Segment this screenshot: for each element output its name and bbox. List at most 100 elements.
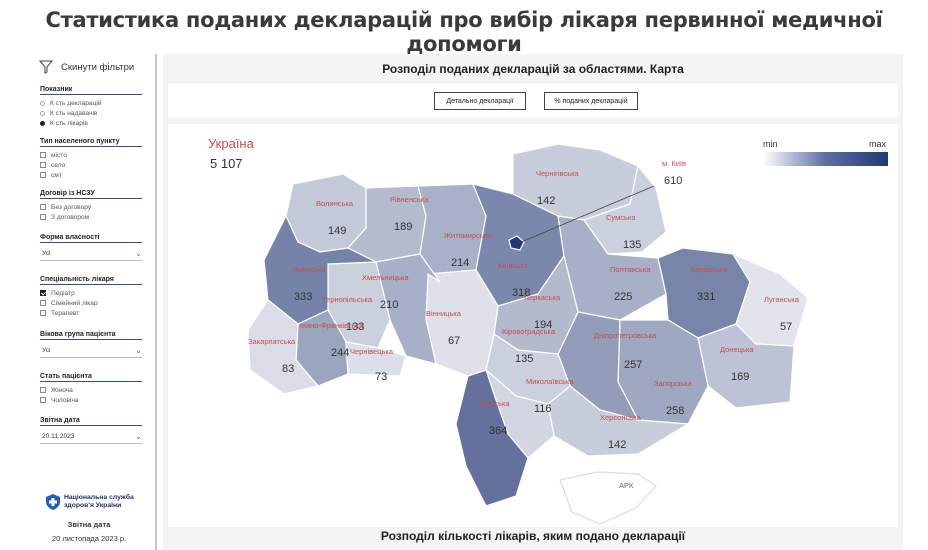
region-0-value-label: 149	[328, 225, 346, 237]
ownership-filter: Форма власності Усі ⌄	[40, 234, 142, 261]
chevron-down-icon: ⌄	[135, 431, 142, 441]
indicator-title: Показник	[40, 86, 142, 95]
percent-declarations-button[interactable]: % поданих декларацій	[544, 92, 638, 110]
region-14-name-label: Миколаївська	[526, 377, 574, 386]
sex-title: Стать пацієнта	[40, 373, 142, 382]
country-label: Україна	[208, 136, 254, 151]
specialty-option-therapist[interactable]: Терапевт	[40, 308, 142, 318]
checkbox-icon	[40, 387, 46, 393]
region-12-value-label: 257	[624, 359, 642, 371]
indicator-option-declarations[interactable]: К сть декларацій	[40, 98, 142, 108]
sex-option-male[interactable]: Чоловіча	[40, 395, 142, 405]
region-20-name-label: Тернопільська	[322, 295, 373, 304]
report-date-filter: Звітна дата 20.11.2023 ⌄	[40, 417, 142, 444]
region-odeska[interactable]	[455, 369, 529, 507]
region-22-name-label: Закарпатська	[248, 337, 296, 346]
view-buttons-row: Детально декларації % поданих декларацій	[168, 83, 898, 118]
reset-filters-label: Скинути фільтри	[61, 61, 135, 73]
region-kyiv-city[interactable]	[508, 235, 525, 251]
specialty-option-pediatrician[interactable]: Педіатр	[40, 288, 142, 298]
age-group-filter: Вікова група пацієнта Усі ⌄	[40, 331, 142, 358]
detail-declarations-button[interactable]: Детально декларації	[434, 92, 526, 110]
region-14-value-label: 116	[534, 403, 552, 415]
region-volynska[interactable]	[285, 173, 367, 253]
region-22-value-label: 83	[282, 363, 294, 375]
checkbox-icon	[40, 162, 46, 168]
region-25-name-label: АРК	[619, 481, 634, 490]
region-24-name-label: Чернівецька	[350, 347, 394, 356]
region-15-value-label: 364	[489, 425, 507, 437]
checkbox-icon	[40, 300, 46, 306]
chevron-down-icon: ⌄	[135, 345, 142, 355]
region-zakarpatska[interactable]	[247, 299, 320, 395]
region-9-value-label: 57	[780, 321, 792, 333]
radio-icon	[40, 100, 45, 106]
region-9-name-label: Луганська	[764, 295, 800, 304]
region-24-value-label: 73	[375, 371, 387, 383]
nszu-name: Національна служба здоров'я України	[64, 494, 134, 509]
map-title: Розподіл поданих декларацій за областями…	[382, 62, 684, 76]
region-khmelnytska[interactable]	[375, 253, 441, 365]
region-donetska[interactable]	[697, 323, 795, 409]
region-8-value-label: 331	[697, 291, 715, 303]
contract-option-without[interactable]: Без договору	[40, 202, 142, 212]
region-17-name-label: Черкаська	[524, 293, 561, 302]
specialty-filter: Спеціальність лікаря Педіатр Сімейний лі…	[40, 276, 142, 318]
map-card: Україна 5 107 min max	[168, 124, 898, 527]
ukraine-choropleth-map: Волинська 149 Рівненська 189 Житомирська 214 К…	[247, 143, 809, 525]
region-4-name-label: м. Київ	[662, 159, 686, 168]
settlement-option-town[interactable]: смт	[40, 170, 142, 180]
region-23-name-label: Івано-Франківська	[300, 321, 364, 330]
contract-option-with[interactable]: З договором	[40, 212, 142, 222]
region-ark[interactable]	[559, 471, 657, 525]
ownership-dropdown[interactable]: Усі ⌄	[40, 246, 142, 261]
sex-option-female[interactable]: Жіноча	[40, 385, 142, 395]
region-2-value-label: 214	[451, 257, 469, 269]
region-15-name-label: Одеська	[480, 399, 510, 408]
region-0-name-label: Волинська	[316, 199, 354, 208]
region-11-value-label: 258	[666, 405, 684, 417]
specialty-option-family[interactable]: Сімейний лікар	[40, 298, 142, 308]
reset-filters-button[interactable]: Скинути фільтри	[39, 60, 134, 74]
checkbox-icon	[40, 397, 46, 403]
indicator-option-doctors[interactable]: К сть лікарів	[40, 118, 142, 128]
contract-title: Договір із НСЗУ	[40, 190, 142, 199]
nszu-logo: Національна служба здоров'я України	[46, 494, 142, 510]
bottom-chart-title: Розподіл кількості лікарів, яким подано …	[380, 529, 686, 543]
ownership-title: Форма власності	[40, 234, 142, 243]
region-13-name-label: Херсонська	[600, 413, 642, 422]
region-23-value-label: 244	[331, 347, 349, 359]
region-3-value-label: 318	[512, 287, 530, 299]
checkbox-checked-icon	[40, 290, 46, 296]
region-18-name-label: Вінницька	[426, 309, 462, 318]
indicator-option-providers[interactable]: К сть надавачів	[40, 108, 142, 118]
shield-cross-icon	[46, 494, 60, 510]
report-date-label: Звітна дата	[67, 520, 111, 529]
region-10-value-label: 169	[731, 371, 749, 383]
region-1-value-label: 189	[394, 221, 412, 233]
settlement-option-village[interactable]: село	[40, 160, 142, 170]
region-18-value-label: 67	[448, 335, 460, 347]
report-date-dropdown[interactable]: 20.11.2023 ⌄	[40, 429, 142, 444]
age-group-dropdown[interactable]: Усі ⌄	[40, 343, 142, 358]
region-chernivetska[interactable]	[345, 341, 407, 377]
checkbox-icon	[40, 152, 46, 158]
region-lvivska[interactable]	[263, 214, 377, 325]
page-title: Статистика поданих декларацій про вибір …	[45, 8, 883, 56]
contract-filter: Договір із НСЗУ Без договору З договором	[40, 190, 142, 222]
settlement-title: Тип населеного пункту	[40, 138, 142, 147]
region-16-value-label: 135	[515, 353, 533, 365]
region-13-value-label: 142	[608, 439, 626, 451]
settlement-filter: Тип населеного пункту місто село смт	[40, 138, 142, 180]
region-3-name-label: Київська	[498, 261, 529, 270]
report-date-title: Звітна дата	[40, 417, 142, 426]
legend-max-label: max	[869, 139, 887, 149]
settlement-option-city[interactable]: місто	[40, 150, 142, 160]
region-17-value-label: 194	[534, 319, 552, 331]
filter-sidebar: Скинути фільтри Показник К сть деклараці…	[30, 52, 148, 550]
kyiv-city-leader-line	[518, 185, 655, 244]
age-group-title: Вікова група пацієнта	[40, 331, 142, 340]
region-16-name-label: Кіровоградська	[502, 327, 556, 336]
region-5-value-label: 142	[537, 195, 555, 207]
region-20-value-label: 133	[346, 321, 364, 333]
